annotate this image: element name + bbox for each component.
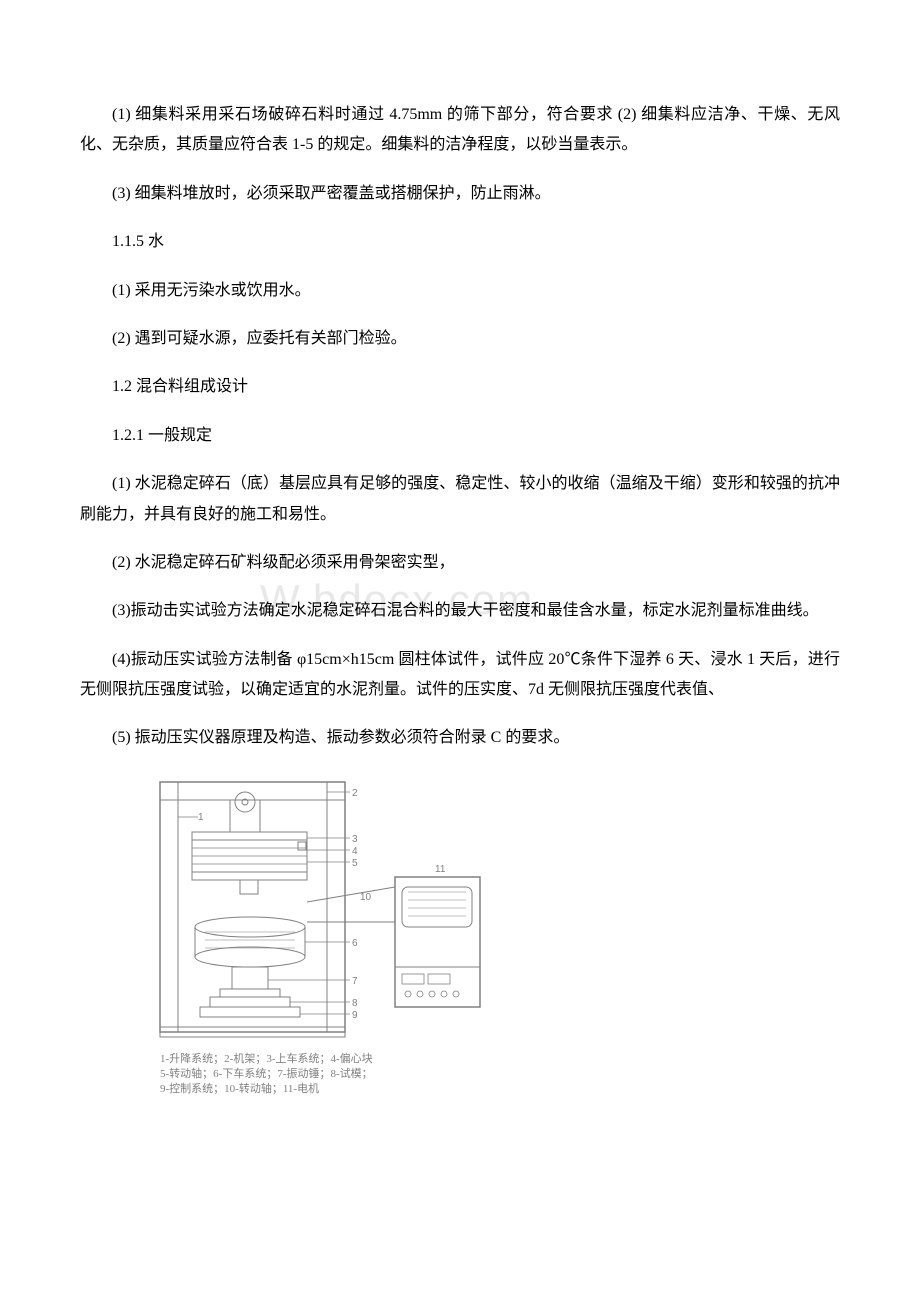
paragraph-11: (4)振动压实试验方法制备 φ15cm×h15cm 圆柱体试件，试件应 20℃条… [80,645,840,706]
paragraph-1: (1) 细集料采用采石场破碎石料时通过 4.75mm 的筛下部分，符合要求 (2… [80,100,840,161]
paragraph-9: (2) 水泥稳定碎石矿料级配必须采用骨架密实型， [80,548,840,578]
diagram-svg: 2 3 4 5 6 10 11 7 8 9 1 1-升降系统；2-机架；3-上车… [150,772,500,1102]
label-5: 5 [352,858,358,869]
paragraph-6: 1.2 混合料组成设计 [80,372,840,402]
label-2: 2 [352,788,358,799]
paragraph-4: (1) 采用无污染水或饮用水。 [80,276,840,306]
paragraph-10: (3)振动击实试验方法确定水泥稳定碎石混合料的最大干密度和最佳含水量，标定水泥剂… [80,596,840,626]
diagram-legend-line3: 9-控制系统；10-转动轴；11-电机 [160,1081,319,1095]
label-1: 1 [198,812,204,823]
vibration-compaction-diagram: 2 3 4 5 6 10 11 7 8 9 1 1-升降系统；2-机架；3-上车… [150,772,840,1102]
diagram-legend-line1: 1-升降系统；2-机架；3-上车系统；4-偏心块 [160,1051,373,1065]
label-11: 11 [435,864,446,875]
paragraph-3: 1.1.5 水 [80,227,840,257]
label-10: 10 [360,892,372,903]
paragraph-5: (2) 遇到可疑水源，应委托有关部门检验。 [80,324,840,354]
paragraph-12: (5) 振动压实仪器原理及构造、振动参数必须符合附录 C 的要求。 [80,723,840,753]
label-4: 4 [352,846,358,857]
label-6: 6 [352,938,358,949]
paragraph-7: 1.2.1 一般规定 [80,421,840,451]
label-7: 7 [352,976,358,987]
label-9: 9 [352,1010,358,1021]
label-8: 8 [352,998,358,1009]
label-3: 3 [352,834,358,845]
paragraph-2: (3) 细集料堆放时，必须采取严密覆盖或搭棚保护，防止雨淋。 [80,179,840,209]
paragraph-8: (1) 水泥稳定碎石（底）基层应具有足够的强度、稳定性、较小的收缩（温缩及干缩）… [80,469,840,530]
diagram-legend-line2: 5-转动轴；6-下车系统；7-振动锤；8-试模； [160,1066,373,1080]
